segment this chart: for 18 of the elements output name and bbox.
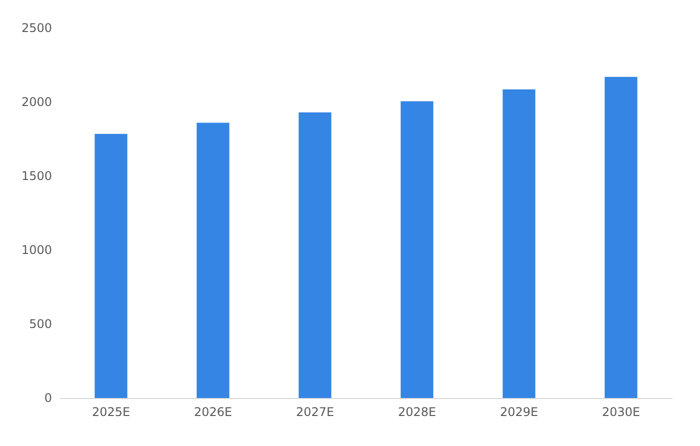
bar bbox=[502, 89, 536, 398]
y-tick-label: 1500 bbox=[21, 169, 52, 183]
x-tick-label: 2025E bbox=[92, 405, 130, 419]
bar bbox=[298, 112, 332, 398]
y-tick-label: 2000 bbox=[21, 95, 52, 109]
bar bbox=[94, 134, 128, 398]
y-tick-label: 2500 bbox=[21, 21, 52, 35]
bar bbox=[604, 76, 638, 398]
x-tick-label: 2027E bbox=[296, 405, 334, 419]
x-tick-label: 2026E bbox=[194, 405, 232, 419]
bar bbox=[400, 101, 434, 398]
y-tick-label: 1000 bbox=[21, 243, 52, 257]
x-tick-label: 2029E bbox=[500, 405, 538, 419]
y-tick-label: 500 bbox=[29, 317, 52, 331]
y-tick-label: 0 bbox=[44, 391, 52, 405]
x-tick-label: 2030E bbox=[602, 405, 640, 419]
x-tick-label: 2028E bbox=[398, 405, 436, 419]
bar bbox=[196, 122, 230, 398]
